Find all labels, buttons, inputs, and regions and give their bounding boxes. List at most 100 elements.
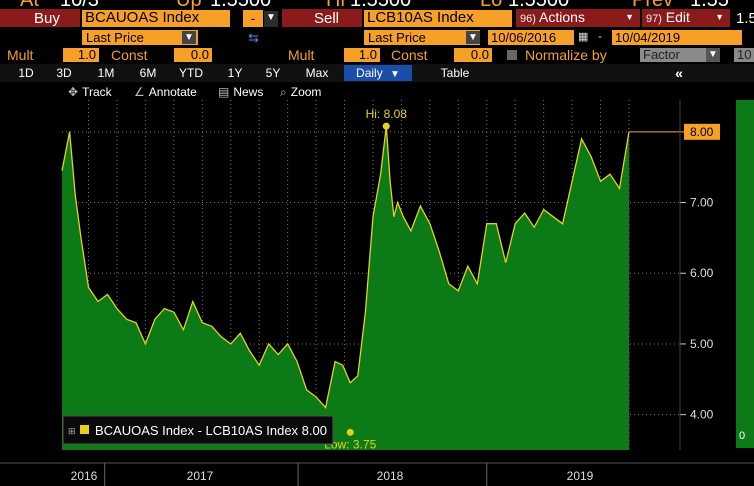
legend-box bbox=[62, 415, 334, 445]
normalize-label: Normalize by bbox=[525, 47, 607, 63]
tab-max[interactable]: Max bbox=[305, 66, 329, 80]
buy-label: Buy bbox=[34, 10, 60, 27]
calendar-icon[interactable]: ▦ bbox=[578, 31, 589, 43]
frequency-label: Daily bbox=[356, 66, 383, 80]
series-area bbox=[62, 126, 629, 450]
x-axis: 2016 2017 2018 2019 bbox=[0, 462, 754, 486]
normalize-dropdown-icon[interactable]: ▼ bbox=[706, 48, 720, 62]
pencil-icon: ∠ bbox=[134, 85, 145, 99]
side-panel bbox=[736, 100, 754, 448]
tab-6m[interactable]: 6M bbox=[139, 66, 157, 80]
track-label: Track bbox=[82, 85, 112, 99]
tab-1m[interactable]: 1M bbox=[97, 66, 115, 80]
news-icon: ▤ bbox=[218, 85, 230, 99]
ticker-strip: At 10/3 Up 1.5500 Hi 1.5500 Lo 1.5500 Pr… bbox=[0, 0, 754, 11]
mult-label: Mult bbox=[7, 47, 34, 63]
hi-label: Hi bbox=[326, 0, 345, 11]
x-tick-label: 2019 bbox=[567, 469, 594, 483]
x-tick-label: 2017 bbox=[187, 469, 214, 483]
prev-value: 1.55 bbox=[690, 0, 729, 11]
last-value-badge bbox=[684, 123, 720, 140]
tab-ytd[interactable]: YTD bbox=[179, 66, 203, 80]
edit-num: 97) bbox=[646, 13, 662, 25]
prev-label: Prev bbox=[632, 0, 674, 11]
series-line bbox=[61, 126, 630, 409]
sell-label: Sell bbox=[314, 10, 340, 27]
annotate-label: Annotate bbox=[148, 85, 197, 99]
edit-chevron-icon: ▼ bbox=[715, 12, 724, 22]
const-input[interactable]: 0.0 bbox=[174, 48, 212, 62]
buy-price-field-select[interactable]: Last Price bbox=[82, 30, 198, 45]
actions-label: Actions bbox=[539, 9, 585, 25]
lo-value: 1.5500 bbox=[508, 0, 570, 11]
const-label: Const bbox=[111, 47, 148, 63]
operator-select[interactable]: - bbox=[243, 10, 263, 27]
edit-menu-button[interactable]: 97) Edit ▼ bbox=[642, 9, 730, 27]
collapse-icon[interactable]: « bbox=[675, 65, 683, 81]
at-value: 10/3 bbox=[60, 0, 99, 11]
normalize-checkbox[interactable] bbox=[507, 50, 517, 60]
mult-input[interactable]: 1.0 bbox=[63, 48, 99, 62]
y-tick-label: 5.00 bbox=[690, 337, 714, 351]
tab-3d[interactable]: 3D bbox=[56, 66, 72, 80]
sell-security-input[interactable]: LCB10AS Index bbox=[364, 10, 512, 27]
swap-icon[interactable]: ⇆ bbox=[248, 30, 259, 45]
buy-security-input[interactable]: BCAUOAS Index bbox=[82, 10, 230, 27]
price-field-row: Last Price ▼ ⇆ Last Price ▼ 10/06/2016 ▦… bbox=[0, 29, 754, 46]
tab-5y[interactable]: 5Y bbox=[265, 66, 281, 80]
legend-swatch bbox=[80, 425, 89, 434]
normalize-select[interactable]: Factor bbox=[640, 48, 720, 62]
zoom-tool[interactable]: ⌕ Zoom bbox=[280, 83, 321, 101]
buy-price-dropdown-icon[interactable]: ▼ bbox=[182, 31, 196, 44]
multiplier-row: Mult 1.0 Const 0.0 Mult 1.0 Const 0.0 No… bbox=[0, 47, 754, 63]
const2-input[interactable]: 0.0 bbox=[454, 48, 492, 62]
edit-extra: 1.5 bbox=[736, 10, 754, 27]
news-label: News bbox=[233, 85, 264, 99]
magnifier-icon: ⌕ bbox=[280, 85, 287, 99]
hi-value: 1.5500 bbox=[350, 0, 412, 11]
x-tick-label: 2016 bbox=[71, 469, 98, 483]
news-tool[interactable]: ▤ News bbox=[218, 83, 263, 101]
sell-price-dropdown-icon[interactable]: ▼ bbox=[466, 31, 480, 44]
y-axis: 7.00 6.00 5.00 4.00 8.00 bbox=[679, 100, 720, 450]
security-row: Buy BCAUOAS Index - ▼ Sell LCB10AS Index… bbox=[0, 9, 754, 29]
const2-label: Const bbox=[391, 47, 428, 63]
actions-menu-button[interactable]: 96) Actions ▼ bbox=[516, 9, 640, 27]
hi-marker bbox=[382, 122, 390, 130]
tab-1d[interactable]: 1D bbox=[18, 66, 34, 80]
last-value-label: 8.00 bbox=[690, 125, 714, 139]
side-panel-label: 0 bbox=[739, 430, 745, 442]
sell-label-box: Sell bbox=[282, 9, 362, 27]
track-tool[interactable]: ✥ Track bbox=[68, 83, 112, 101]
buy-label-box: Buy bbox=[0, 9, 80, 27]
at-label: At bbox=[20, 0, 39, 11]
price-chart[interactable]: 7.00 6.00 5.00 4.00 8.00 2016 2017 2018 2019 Hi… bbox=[0, 100, 754, 486]
sell-price-field-select[interactable]: Last Price bbox=[364, 30, 480, 45]
table-button[interactable]: Table bbox=[440, 66, 470, 80]
y-tick-label: 6.00 bbox=[690, 266, 714, 280]
crosshair-icon: ✥ bbox=[68, 85, 79, 99]
annotate-tool[interactable]: ∠ Annotate bbox=[134, 83, 197, 101]
tab-1y[interactable]: 1Y bbox=[227, 66, 243, 80]
lo-label: Lo bbox=[480, 0, 503, 11]
y-tick-label: 4.00 bbox=[690, 408, 714, 422]
actions-chevron-icon: ▼ bbox=[625, 12, 634, 22]
legend-text: BCAUOAS Index - LCB10AS Index 8.00 bbox=[95, 423, 327, 438]
operator-dropdown-icon[interactable]: ▼ bbox=[264, 11, 278, 27]
actions-num: 96) bbox=[520, 13, 536, 25]
edit-label: Edit bbox=[665, 9, 690, 25]
hi-label: Hi: 8.08 bbox=[366, 107, 408, 121]
start-date-input[interactable]: 10/06/2016 bbox=[488, 30, 574, 45]
chart-annotations: Hi: 8.08 Low: 3.75 bbox=[324, 107, 407, 451]
extra-field[interactable]: 10 bbox=[734, 48, 754, 62]
frequency-select[interactable]: Daily ▼ bbox=[344, 65, 412, 81]
mult2-input[interactable]: 1.0 bbox=[344, 48, 380, 62]
y-tick-label: 7.00 bbox=[690, 196, 714, 210]
zoom-label: Zoom bbox=[290, 85, 322, 99]
up-label: Up bbox=[176, 0, 202, 11]
x-tick-label: 2018 bbox=[377, 469, 404, 483]
legend-expand-icon[interactable]: ⊞ bbox=[68, 426, 76, 436]
end-date-input[interactable]: 10/04/2019 bbox=[612, 30, 742, 45]
low-label: Low: 3.75 bbox=[324, 437, 376, 451]
low-marker bbox=[346, 428, 354, 436]
